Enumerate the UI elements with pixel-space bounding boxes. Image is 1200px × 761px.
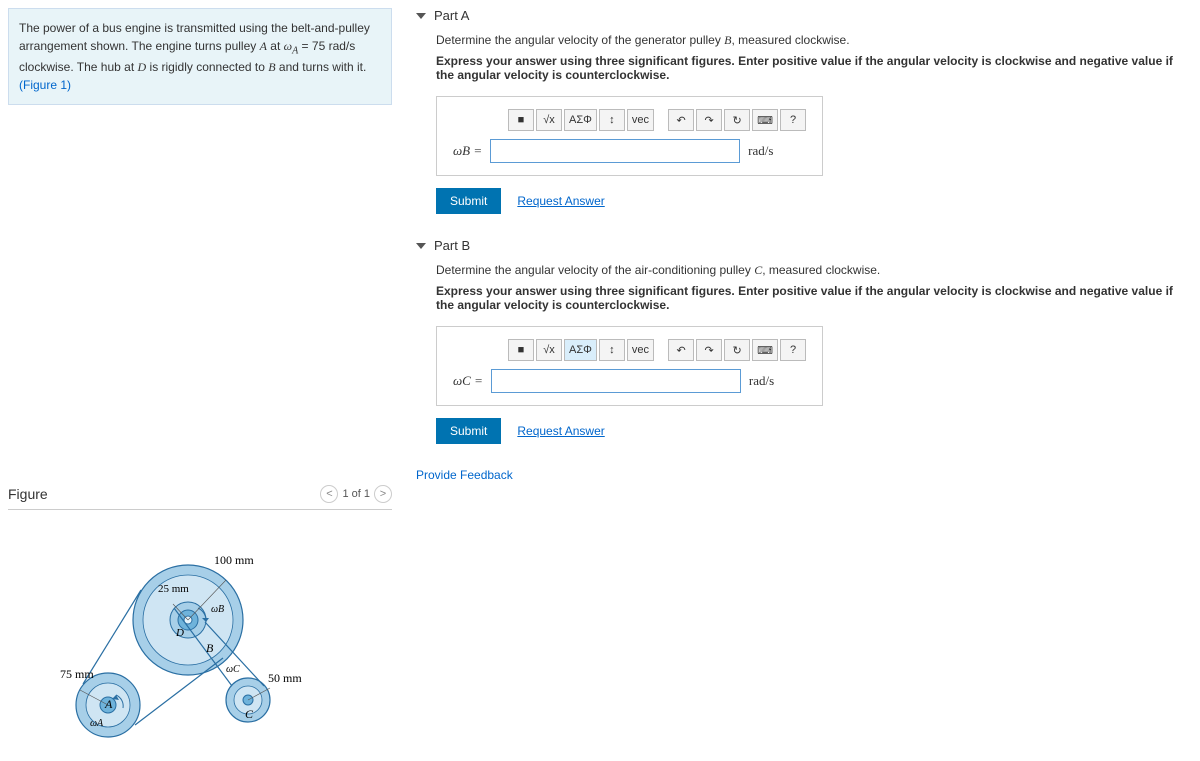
answer-input-b[interactable] xyxy=(491,369,741,393)
svg-text:75 mm: 75 mm xyxy=(60,667,94,681)
tool-greek[interactable]: ΑΣΦ xyxy=(564,109,597,131)
tool-templates[interactable]: ■ xyxy=(508,109,534,131)
collapse-icon[interactable] xyxy=(416,13,426,19)
var-label-a: ωB = xyxy=(453,143,482,159)
var-label-b: ωC = xyxy=(453,373,483,389)
figure-title: Figure xyxy=(8,486,48,502)
collapse-icon[interactable] xyxy=(416,243,426,249)
svg-text:ωB: ωB xyxy=(211,604,224,615)
part-b-prompt: Determine the angular velocity of the ai… xyxy=(436,263,1184,278)
figure-link[interactable]: (Figure 1) xyxy=(19,78,71,92)
tool-reset[interactable]: ↻ xyxy=(724,109,750,131)
svg-text:ωC: ωC xyxy=(226,664,240,675)
figure-panel: Figure < 1 of 1 > xyxy=(8,485,392,753)
svg-text:B: B xyxy=(206,641,214,655)
tool-undo[interactable]: ↶ xyxy=(668,109,694,131)
svg-text:D: D xyxy=(175,627,184,639)
tool-redo[interactable]: ↷ xyxy=(696,339,722,361)
submit-button-a[interactable]: Submit xyxy=(436,188,501,214)
svg-text:A: A xyxy=(104,697,113,711)
part-a-prompt: Determine the angular velocity of the ge… xyxy=(436,33,1184,48)
tool-help[interactable]: ? xyxy=(780,339,806,361)
part-a-instructions: Express your answer using three signific… xyxy=(436,54,1184,82)
tool-vec[interactable]: vec xyxy=(627,109,654,131)
request-answer-b[interactable]: Request Answer xyxy=(517,424,604,438)
answer-input-a[interactable] xyxy=(490,139,740,163)
submit-button-b[interactable]: Submit xyxy=(436,418,501,444)
part-title: Part B xyxy=(434,238,470,253)
problem-statement: The power of a bus engine is transmitted… xyxy=(8,8,392,105)
part-b: Part B Determine the angular velocity of… xyxy=(416,238,1184,444)
part-a: Part A Determine the angular velocity of… xyxy=(416,8,1184,214)
svg-text:C: C xyxy=(245,707,254,721)
unit-b: rad/s xyxy=(749,373,774,389)
tool-reset[interactable]: ↻ xyxy=(724,339,750,361)
tool-radical[interactable]: √x xyxy=(536,339,562,361)
tool-templates[interactable]: ■ xyxy=(508,339,534,361)
figure-prev-button[interactable]: < xyxy=(320,485,338,503)
tool-undo[interactable]: ↶ xyxy=(668,339,694,361)
answer-box-b: ■ √x ΑΣΦ ↕ vec ↶ ↷ ↻ ⌨ ? ωC = xyxy=(436,326,823,406)
svg-text:100 mm: 100 mm xyxy=(214,553,254,567)
tool-redo[interactable]: ↷ xyxy=(696,109,722,131)
svg-text:25 mm: 25 mm xyxy=(158,583,189,595)
tool-radical[interactable]: √x xyxy=(536,109,562,131)
part-title: Part A xyxy=(434,8,469,23)
tool-keyboard[interactable]: ⌨ xyxy=(752,339,778,361)
tool-greek[interactable]: ΑΣΦ xyxy=(564,339,597,361)
svg-text:50 mm: 50 mm xyxy=(268,671,302,685)
tool-scripts[interactable]: ↕ xyxy=(599,339,625,361)
provide-feedback-link[interactable]: Provide Feedback xyxy=(416,468,1184,482)
part-b-instructions: Express your answer using three signific… xyxy=(436,284,1184,312)
figure-diagram: 100 mm 25 mm 75 mm 50 mm B D A C ωB ωA ω… xyxy=(8,530,308,750)
unit-a: rad/s xyxy=(748,143,773,159)
tool-scripts[interactable]: ↕ xyxy=(599,109,625,131)
request-answer-a[interactable]: Request Answer xyxy=(517,194,604,208)
tool-vec[interactable]: vec xyxy=(627,339,654,361)
figure-next-button[interactable]: > xyxy=(374,485,392,503)
tool-keyboard[interactable]: ⌨ xyxy=(752,109,778,131)
tool-help[interactable]: ? xyxy=(780,109,806,131)
answer-box-a: ■ √x ΑΣΦ ↕ vec ↶ ↷ ↻ ⌨ ? ωB = xyxy=(436,96,823,176)
figure-position: 1 of 1 xyxy=(342,488,370,500)
svg-text:ωA: ωA xyxy=(90,718,104,729)
